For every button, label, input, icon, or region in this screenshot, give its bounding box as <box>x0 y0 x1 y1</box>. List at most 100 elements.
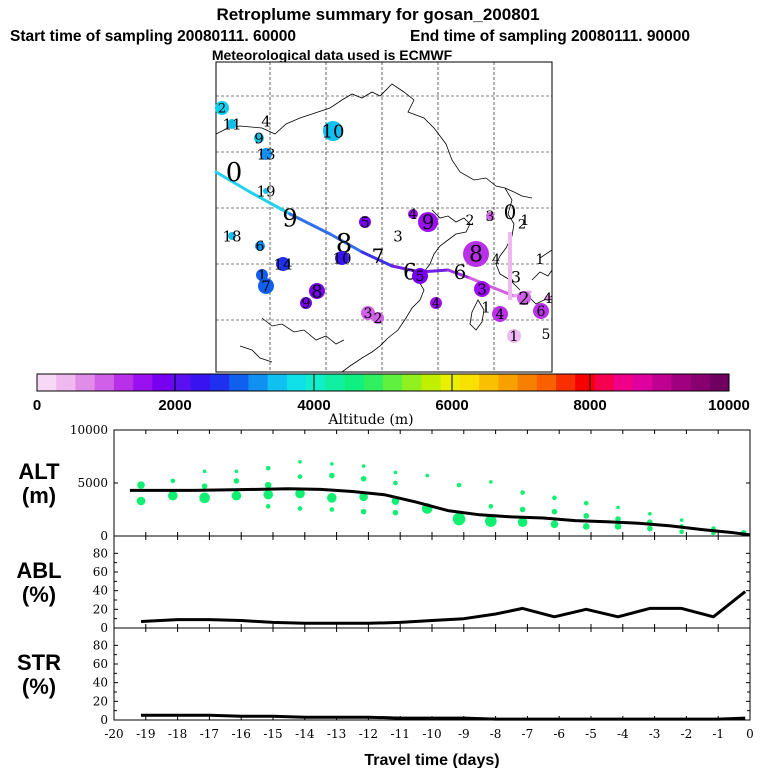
cluster-label: 2 <box>518 218 526 233</box>
cluster-label: 9 <box>302 296 311 312</box>
particle-point <box>360 508 367 515</box>
cluster-marker: 3 <box>486 209 495 225</box>
cluster-marker: 1 <box>256 266 268 284</box>
colorbar-tick-label: 8000 <box>573 397 606 414</box>
cluster-label: 4 <box>544 291 553 307</box>
cluster-label: 3 <box>486 209 495 225</box>
particle-point <box>616 505 620 510</box>
particle-point <box>330 462 334 466</box>
map-frame <box>215 61 553 373</box>
colorbar-cell <box>383 374 403 391</box>
particle-point <box>615 516 621 522</box>
cluster-label: 10 <box>332 249 351 267</box>
coastline <box>215 83 553 373</box>
particle-point <box>297 506 303 511</box>
colorbar-cell <box>479 374 499 391</box>
cluster-marker: 4 <box>544 291 553 307</box>
y-tick-label: 80 <box>93 638 108 652</box>
colorbar-cell <box>632 374 653 391</box>
cluster-label: 5 <box>360 213 370 231</box>
cluster-marker: 19 <box>256 182 275 200</box>
colorbar-cell <box>75 374 95 391</box>
colorbar-label: Altitude (m) <box>327 412 413 428</box>
colorbar-cell <box>363 374 384 391</box>
cluster-marker: 4 <box>430 297 442 312</box>
particle-point <box>231 490 242 501</box>
particle-point <box>552 495 557 501</box>
colorbar-cell <box>248 374 268 391</box>
particle-point <box>359 492 368 502</box>
trajectory-segment <box>360 250 394 268</box>
colorbar-cell <box>652 374 672 391</box>
particle-point <box>456 482 462 488</box>
y-tick-label: 60 <box>93 565 108 579</box>
cluster-dot <box>335 251 349 265</box>
cluster-marker: 1 <box>481 298 491 316</box>
cluster-dot <box>300 297 312 309</box>
x-tick-label: -13 <box>327 727 346 741</box>
colorbar-cell <box>229 374 249 391</box>
cluster-dot <box>258 278 274 294</box>
cluster-label: 2 <box>466 213 475 229</box>
chart-title: Retroplume summary for gosan_200801 <box>216 5 539 24</box>
particle-point <box>550 520 559 529</box>
y-tick-label: 20 <box>93 694 108 708</box>
colorbar-cell <box>517 374 538 391</box>
panel-ylabel-unit: (%) <box>22 582 56 607</box>
cluster-marker: 9 <box>254 129 264 147</box>
x-tick-label: -15 <box>263 727 282 741</box>
cluster-marker: 4 <box>408 207 418 223</box>
colorbar-cell <box>594 374 614 391</box>
y-tick-label: 0 <box>100 529 108 543</box>
x-tick-label: -11 <box>391 727 410 741</box>
x-tick-label: -10 <box>422 727 441 741</box>
panel-frame <box>113 627 751 721</box>
trajectory-segment <box>328 232 364 254</box>
map-grid <box>216 62 552 372</box>
start-time-label: Start time of sampling 20080111. 60000 <box>10 28 296 45</box>
cluster-marker: 5 <box>412 268 428 285</box>
colorbar-cell <box>56 374 76 391</box>
particle-point <box>170 478 176 484</box>
cluster-label: 4 <box>496 307 505 323</box>
y-tick-label: 0 <box>100 713 108 727</box>
particle-point <box>582 523 590 530</box>
cluster-label: 3 <box>477 280 487 298</box>
cluster-label: 11 <box>222 115 241 133</box>
colorbar-cell <box>556 374 576 391</box>
cluster-dot <box>309 283 325 299</box>
particle-point <box>168 490 178 501</box>
cluster-dot <box>430 297 442 309</box>
colorbar-cell <box>325 374 345 391</box>
particle-point <box>393 470 398 475</box>
cluster-label: 9 <box>422 210 435 234</box>
y-tick-label: 80 <box>93 546 108 560</box>
cluster-dot <box>408 209 418 219</box>
colorbar-cell <box>402 374 422 391</box>
cluster-marker: 3 <box>393 227 403 245</box>
met-data-label: Meteorological data used is ECMWF <box>212 47 453 63</box>
cluster-dot <box>228 232 236 240</box>
cluster-marker: 7 <box>372 244 385 268</box>
particle-point <box>679 518 684 522</box>
coastline-north <box>215 83 533 199</box>
time-series-panels: 0500010000ALT(m)020406080ABL(%)020406080… <box>16 423 753 768</box>
cluster-marker: 8 <box>309 281 325 302</box>
particle-point <box>488 504 494 509</box>
x-tick-label: -4 <box>617 727 629 741</box>
colorbar-cell <box>286 374 307 391</box>
trajectory-segment <box>288 212 332 236</box>
cluster-label: 4 <box>261 112 271 130</box>
cluster-label: 2 <box>518 288 529 309</box>
series-line <box>129 487 751 537</box>
cluster-marker: 2 <box>517 288 531 309</box>
cluster-dot <box>263 188 269 194</box>
colorbar-cell <box>498 374 518 391</box>
particle-point <box>327 493 337 503</box>
cluster-dot <box>227 119 237 129</box>
x-tick-label: -17 <box>200 727 219 741</box>
particle-point <box>485 515 497 527</box>
cluster-label: 8 <box>311 281 322 302</box>
